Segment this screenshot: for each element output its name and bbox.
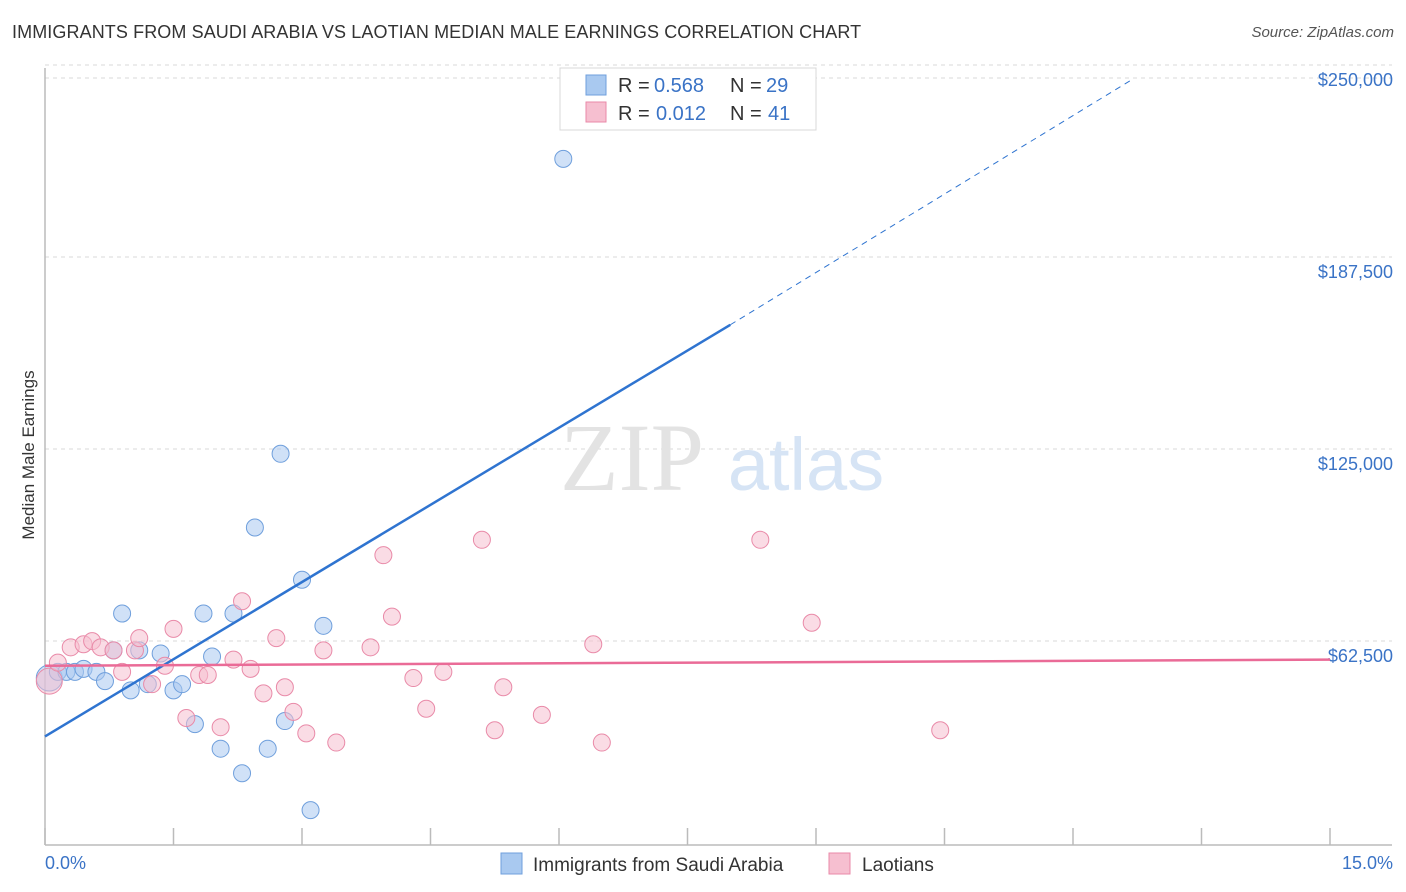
laotian-point-27 [361,638,380,657]
legend-n-value-2: 41 [768,103,790,125]
laotian-point-36 [532,705,551,724]
saudi-point-28 [554,149,573,168]
laotian-point-25 [314,641,333,660]
laotian-point-6 [104,641,123,660]
saudi-point-20 [233,764,252,783]
laotian-point-21 [267,629,286,648]
saudi-point-6 [95,672,114,691]
y-tick-label-3: $250,000 [1318,70,1393,90]
laotian-point-9 [130,629,149,648]
chart-title: IMMIGRANTS FROM SAUDI ARABIA VS LAOTIAN … [12,22,862,42]
legend-n-label-2: N = [730,103,762,125]
saudi-point-23 [271,444,290,463]
legend-r-label-1: R = [618,75,650,97]
legend-swatch-blue [585,74,607,96]
saudi-point-21 [245,518,264,537]
saudi-point-16 [194,604,213,623]
saudi-point-14 [173,675,192,694]
laotian-point-16 [211,718,230,737]
source-label: Source: ZipAtlas.com [1251,24,1394,41]
laotian-point-15 [198,665,217,684]
y-tick-label-1: $125,000 [1318,454,1393,474]
saudi-point-17 [203,647,222,666]
laotian-point-32 [434,662,453,681]
x-tick-label-1: 15.0% [1342,853,1393,873]
laotian-point-29 [382,607,401,626]
laotian-point-39 [751,530,770,549]
laotian-point-30 [404,669,423,688]
laotian-point-24 [297,724,316,743]
data-points [35,149,950,820]
laotian-point-19 [241,659,260,678]
saudi-point-27 [314,616,333,635]
saudi-point-26 [301,801,320,820]
legend-swatch-saudi [500,852,523,875]
y-tick-label-0: $62,500 [1328,646,1393,666]
laotian-point-1 [48,653,67,672]
legend-swatch-laotians [828,852,851,875]
saudi-point-22 [258,739,277,758]
laotian-point-26 [327,733,346,752]
laotian-point-31 [417,699,436,718]
y-axis-label: Median Male Earnings [19,370,38,539]
legend-swatch-pink [585,101,607,123]
laotian-point-35 [494,678,513,697]
legend-n-label-1: N = [730,75,762,97]
laotian-point-22 [275,678,294,697]
x-tick-label-0: 0.0% [45,853,86,873]
trend-lines [44,78,1331,738]
laotian-point-7 [113,662,132,681]
legend-r-value-1: 0.568 [654,75,704,97]
laotian-point-13 [177,708,196,727]
legend-r-label-2: R = [618,103,650,125]
saudi-trend-line [44,323,731,738]
laotian-point-23 [284,702,303,721]
grid-lines [45,64,1392,642]
legend-label-saudi: Immigrants from Saudi Arabia [533,855,784,876]
legend-n-value-1: 29 [766,75,788,97]
saudi-point-8 [113,604,132,623]
laotian-point-34 [485,721,504,740]
laotian-point-20 [254,684,273,703]
watermark-zip: ZIP [560,404,704,511]
laotian-point-40 [802,613,821,632]
laotian-point-10 [143,675,162,694]
y-tick-label-2: $187,500 [1318,262,1393,282]
series-legend: Immigrants from Saudi Arabia Laotians [500,852,934,876]
laotian-point-18 [233,592,252,611]
watermark-atlas: atlas [728,423,884,506]
laotian-trend-line [44,658,1331,668]
laotian-point-37 [584,635,603,654]
laotian-point-41 [931,721,950,740]
saudi-trend-extension [730,78,1134,326]
laotian-point-12 [164,619,183,638]
laotian-point-33 [472,530,491,549]
saudi-point-18 [211,739,230,758]
legend-label-laotians: Laotians [862,855,934,876]
legend-r-value-2: 0.012 [656,103,706,125]
laotian-point-28 [374,546,393,565]
laotian-point-0 [35,667,63,695]
axes [44,68,1392,846]
tick-labels: $62,500 $125,000 $187,500 $250,000 0.0% 15.0% [45,70,1393,873]
laotian-point-38 [592,733,611,752]
stats-legend: R = 0.568 N = 29 R = 0.012 N = 41 [559,67,817,131]
